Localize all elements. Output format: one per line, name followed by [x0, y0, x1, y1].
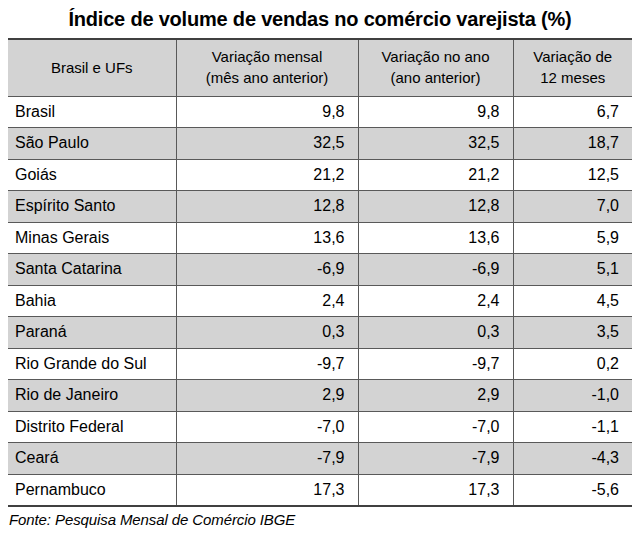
value-cell: -4,3 [513, 443, 632, 475]
value-cell: -5,6 [513, 474, 632, 506]
table-row: Pernambuco17,317,3-5,6 [8, 474, 632, 506]
table-header: Brasil e UFs Variação mensal (mês ano an… [8, 39, 632, 96]
value-cell: 5,1 [513, 254, 632, 286]
value-cell: -1,0 [513, 380, 632, 412]
value-cell: -7,0 [358, 411, 513, 443]
uf-name-cell: Minas Gerais [8, 222, 176, 254]
value-cell: 12,5 [513, 159, 632, 191]
value-cell: 6,7 [513, 96, 632, 128]
value-cell: 17,3 [176, 474, 358, 506]
value-cell: -6,9 [176, 254, 358, 286]
value-cell: 5,9 [513, 222, 632, 254]
table-row: Distrito Federal-7,0-7,0-1,1 [8, 411, 632, 443]
value-cell: -6,9 [358, 254, 513, 286]
value-cell: -7,9 [176, 443, 358, 475]
value-cell: 0,3 [358, 317, 513, 349]
uf-name-cell: Paraná [8, 317, 176, 349]
column-header-variacao-no-ano: Variação no ano (ano anterior) [358, 39, 513, 96]
uf-name-cell: Ceará [8, 443, 176, 475]
uf-name-cell: Pernambuco [8, 474, 176, 506]
value-cell: 7,0 [513, 191, 632, 223]
uf-name-cell: Santa Catarina [8, 254, 176, 286]
uf-name-cell: Rio Grande do Sul [8, 348, 176, 380]
uf-name-cell: Rio de Janeiro [8, 380, 176, 412]
table-row: Paraná0,30,33,5 [8, 317, 632, 349]
table-row: Rio de Janeiro2,92,9-1,0 [8, 380, 632, 412]
table-row: Ceará-7,9-7,9-4,3 [8, 443, 632, 475]
uf-name-cell: São Paulo [8, 128, 176, 160]
uf-name-cell: Bahia [8, 285, 176, 317]
value-cell: -7,0 [176, 411, 358, 443]
value-cell: 9,8 [176, 96, 358, 128]
value-cell: 4,5 [513, 285, 632, 317]
value-cell: 9,8 [358, 96, 513, 128]
column-header-brasil-e-ufs: Brasil e UFs [8, 39, 176, 96]
value-cell: 21,2 [176, 159, 358, 191]
sales-volume-table: Brasil e UFs Variação mensal (mês ano an… [8, 38, 632, 507]
table-row: Santa Catarina-6,9-6,95,1 [8, 254, 632, 286]
value-cell: 13,6 [358, 222, 513, 254]
value-cell: 18,7 [513, 128, 632, 160]
table-row: São Paulo32,532,518,7 [8, 128, 632, 160]
uf-name-cell: Espírito Santo [8, 191, 176, 223]
table-body: Brasil9,89,86,7São Paulo32,532,518,7Goiá… [8, 96, 632, 506]
value-cell: -9,7 [358, 348, 513, 380]
uf-name-cell: Goiás [8, 159, 176, 191]
value-cell: 12,8 [358, 191, 513, 223]
table-row: Espírito Santo12,812,87,0 [8, 191, 632, 223]
table-row: Goiás21,221,212,5 [8, 159, 632, 191]
page: Índice de volume de vendas no comércio v… [0, 0, 640, 534]
table-row: Bahia2,42,44,5 [8, 285, 632, 317]
value-cell: -9,7 [176, 348, 358, 380]
table-row: Rio Grande do Sul-9,7-9,70,2 [8, 348, 632, 380]
value-cell: -1,1 [513, 411, 632, 443]
column-header-variacao-mensal: Variação mensal (mês ano anterior) [176, 39, 358, 96]
table-row: Minas Gerais13,613,65,9 [8, 222, 632, 254]
column-header-variacao-12-meses: Variação de 12 meses [513, 39, 632, 96]
source-note: Fonte: Pesquisa Mensal de Comércio IBGE [8, 511, 632, 528]
value-cell: -7,9 [358, 443, 513, 475]
table-header-row: Brasil e UFs Variação mensal (mês ano an… [8, 39, 632, 96]
value-cell: 3,5 [513, 317, 632, 349]
value-cell: 13,6 [176, 222, 358, 254]
value-cell: 32,5 [176, 128, 358, 160]
uf-name-cell: Brasil [8, 96, 176, 128]
value-cell: 2,9 [176, 380, 358, 412]
value-cell: 2,9 [358, 380, 513, 412]
value-cell: 2,4 [358, 285, 513, 317]
value-cell: 2,4 [176, 285, 358, 317]
table-row: Brasil9,89,86,7 [8, 96, 632, 128]
value-cell: 21,2 [358, 159, 513, 191]
value-cell: 32,5 [358, 128, 513, 160]
value-cell: 12,8 [176, 191, 358, 223]
uf-name-cell: Distrito Federal [8, 411, 176, 443]
page-title: Índice de volume de vendas no comércio v… [8, 6, 632, 32]
value-cell: 0,3 [176, 317, 358, 349]
value-cell: 0,2 [513, 348, 632, 380]
value-cell: 17,3 [358, 474, 513, 506]
